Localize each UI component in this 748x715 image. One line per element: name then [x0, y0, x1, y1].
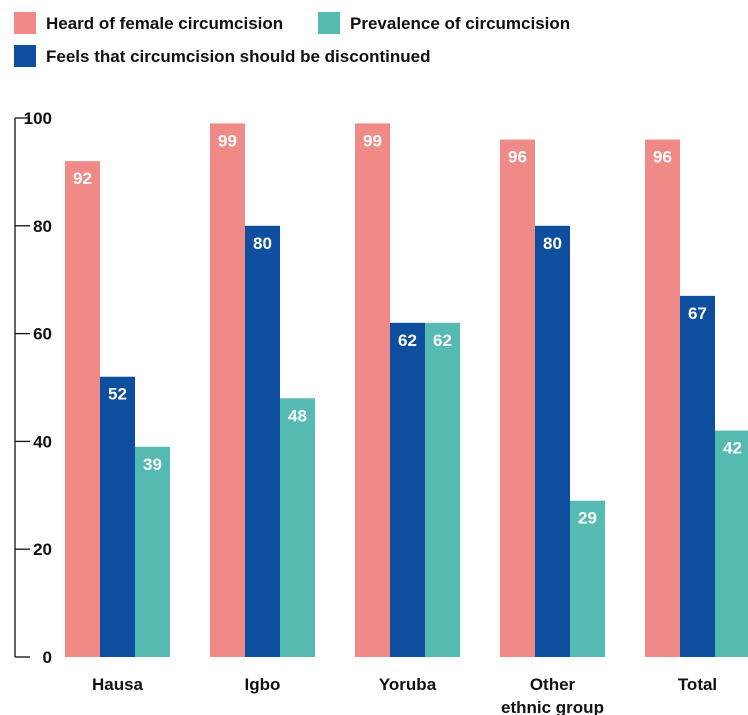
- bar-hausa-prevalence-of-circumcision: [135, 446, 170, 657]
- y-tick-label-0: 0: [43, 648, 52, 667]
- category-label-other-ethnic-group-line-1: Other: [530, 675, 576, 694]
- value-label-hausa-prevalence-of-circumcision: 39: [143, 455, 162, 474]
- y-tick-label-60: 60: [33, 325, 52, 344]
- category-label-hausa: Hausa: [92, 675, 144, 694]
- y-tick-label-40: 40: [33, 432, 52, 451]
- y-tick-label-80: 80: [33, 217, 52, 236]
- bars: [65, 123, 748, 658]
- category-label-yoruba: Yoruba: [379, 675, 437, 694]
- value-label-total-feels-that-circumcision-should-be-discontinued: 67: [688, 304, 707, 323]
- legend-swatch-prevalence: [318, 12, 340, 34]
- value-label-total-prevalence-of-circumcision: 42: [723, 439, 742, 458]
- bar-igbo-heard-of-female-circumcision: [210, 123, 245, 657]
- y-axis: 0 20 40 60 80 100: [14, 109, 52, 667]
- bar-hausa-feels-that-circumcision-should-be-discontinued: [100, 376, 135, 657]
- x-axis-labels: Hausa Igbo Yoruba Other ethnic group Total: [92, 675, 717, 715]
- value-label-hausa-heard-of-female-circumcision: 92: [73, 169, 92, 188]
- legend-swatch-discontinued: [14, 45, 36, 67]
- value-label-other-ethnic-group-prevalence-of-circumcision: 29: [578, 509, 597, 528]
- bar-yoruba-prevalence-of-circumcision: [425, 322, 460, 657]
- bar-yoruba-heard-of-female-circumcision: [355, 123, 390, 657]
- bar-igbo-prevalence-of-circumcision: [280, 398, 315, 657]
- category-label-other-ethnic-group-line-2: ethnic group: [501, 698, 604, 715]
- bar-total-feels-that-circumcision-should-be-discontinued: [680, 295, 715, 657]
- bar-other-ethnic-group-prevalence-of-circumcision: [570, 500, 605, 657]
- value-labels: 92 52 39 99 80 48 99 62 62 96 80 29 96 67 42: [73, 131, 742, 527]
- value-label-yoruba-feels-that-circumcision-should-be-discontinued: 62: [398, 331, 417, 350]
- bar-other-ethnic-group-feels-that-circumcision-should-be-discontinued: [535, 225, 570, 658]
- value-label-yoruba-heard-of-female-circumcision: 99: [363, 131, 382, 150]
- value-label-other-ethnic-group-heard-of-female-circumcision: 96: [508, 148, 527, 167]
- legend-label-discontinued: Feels that circumcision should be discon…: [46, 47, 430, 66]
- value-label-total-heard-of-female-circumcision: 96: [653, 148, 672, 167]
- y-tick-label-100: 100: [24, 109, 52, 128]
- value-label-igbo-feels-that-circumcision-should-be-discontinued: 80: [253, 234, 272, 253]
- legend-label-heard: Heard of female circumcision: [46, 14, 283, 33]
- value-label-igbo-heard-of-female-circumcision: 99: [218, 131, 237, 150]
- value-label-yoruba-prevalence-of-circumcision: 62: [433, 331, 452, 350]
- value-label-hausa-feels-that-circumcision-should-be-discontinued: 52: [108, 385, 127, 404]
- legend: Heard of female circumcision Prevalence …: [14, 12, 570, 67]
- value-label-other-ethnic-group-feels-that-circumcision-should-be-discontinued: 80: [543, 234, 562, 253]
- bar-hausa-heard-of-female-circumcision: [65, 161, 100, 657]
- category-label-total: Total: [678, 675, 717, 694]
- y-tick-label-20: 20: [33, 540, 52, 559]
- bar-igbo-feels-that-circumcision-should-be-discontinued: [245, 225, 280, 658]
- value-label-igbo-prevalence-of-circumcision: 48: [288, 406, 307, 425]
- bar-yoruba-feels-that-circumcision-should-be-discontinued: [390, 322, 425, 657]
- legend-label-prevalence: Prevalence of circumcision: [350, 14, 570, 33]
- bar-total-prevalence-of-circumcision: [715, 430, 748, 657]
- bar-total-heard-of-female-circumcision: [645, 139, 680, 657]
- bar-other-ethnic-group-heard-of-female-circumcision: [500, 139, 535, 657]
- category-label-igbo: Igbo: [245, 675, 281, 694]
- legend-swatch-heard: [14, 12, 36, 34]
